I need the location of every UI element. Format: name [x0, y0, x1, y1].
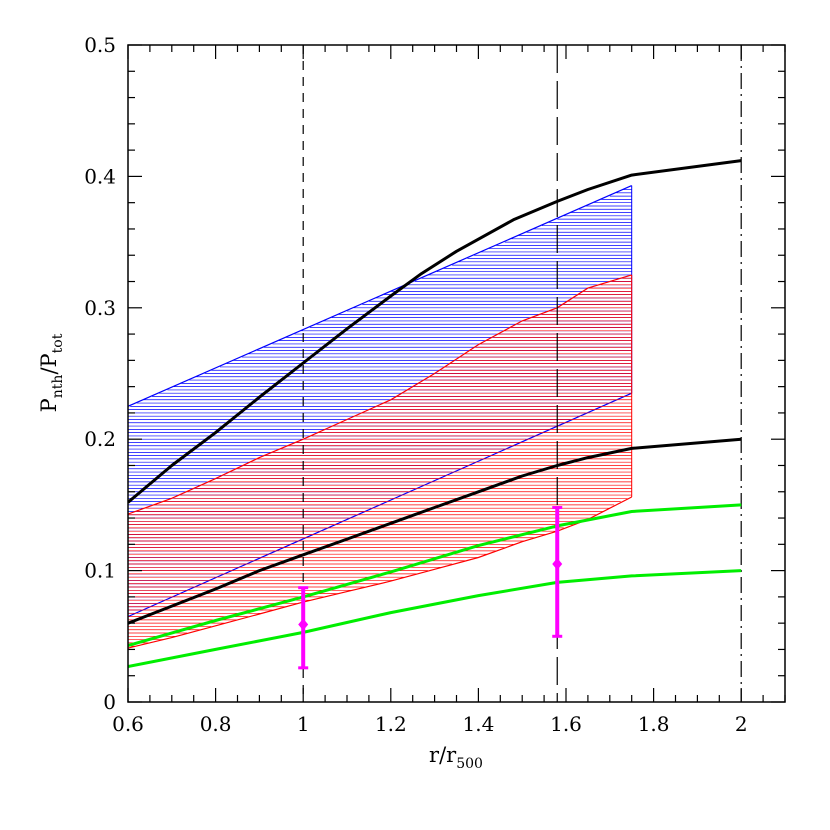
- error-point-1: [552, 506, 563, 638]
- series-line-1: [128, 437, 742, 625]
- tick-labels: 0.6 0.8 1 1.2 1.4 1.6 1.8 2 0 0.1 0.2 0.3 0.4 0.5: [84, 33, 747, 736]
- series-line-3: [128, 569, 742, 668]
- x-tick-label: 0.8: [200, 712, 232, 736]
- data-point-marker: [298, 618, 309, 631]
- x-tick-label: 1: [297, 712, 310, 736]
- error-points: [298, 506, 563, 670]
- x-tick-label: 1.2: [375, 712, 407, 736]
- x-axis-title: r/r500: [429, 743, 483, 772]
- y-axis-title: Pnth/Ptot: [37, 333, 66, 412]
- series-lines: [128, 159, 742, 668]
- y-tick-label: 0.3: [84, 296, 116, 320]
- x-tick-label: 1.8: [638, 712, 670, 736]
- y-tick-label: 0.4: [84, 164, 116, 188]
- x-tick-label: 2: [735, 712, 748, 736]
- band-upper-edge: [128, 185, 632, 407]
- y-tick-label: 0.5: [84, 33, 116, 57]
- data-point-marker: [552, 558, 563, 571]
- x-tick-label: 1.4: [462, 712, 494, 736]
- axis-ticks: [127, 44, 786, 703]
- y-tick-label: 0: [103, 690, 116, 714]
- x-tick-label: 0.6: [112, 712, 144, 736]
- error-point-0: [298, 586, 309, 670]
- series-line-0: [128, 159, 742, 504]
- plot-frame: [127, 44, 786, 703]
- y-tick-label: 0.1: [84, 559, 116, 583]
- series-line-2: [128, 503, 742, 647]
- y-tick-label: 0.2: [84, 427, 116, 451]
- x-tick-label: 1.6: [550, 712, 582, 736]
